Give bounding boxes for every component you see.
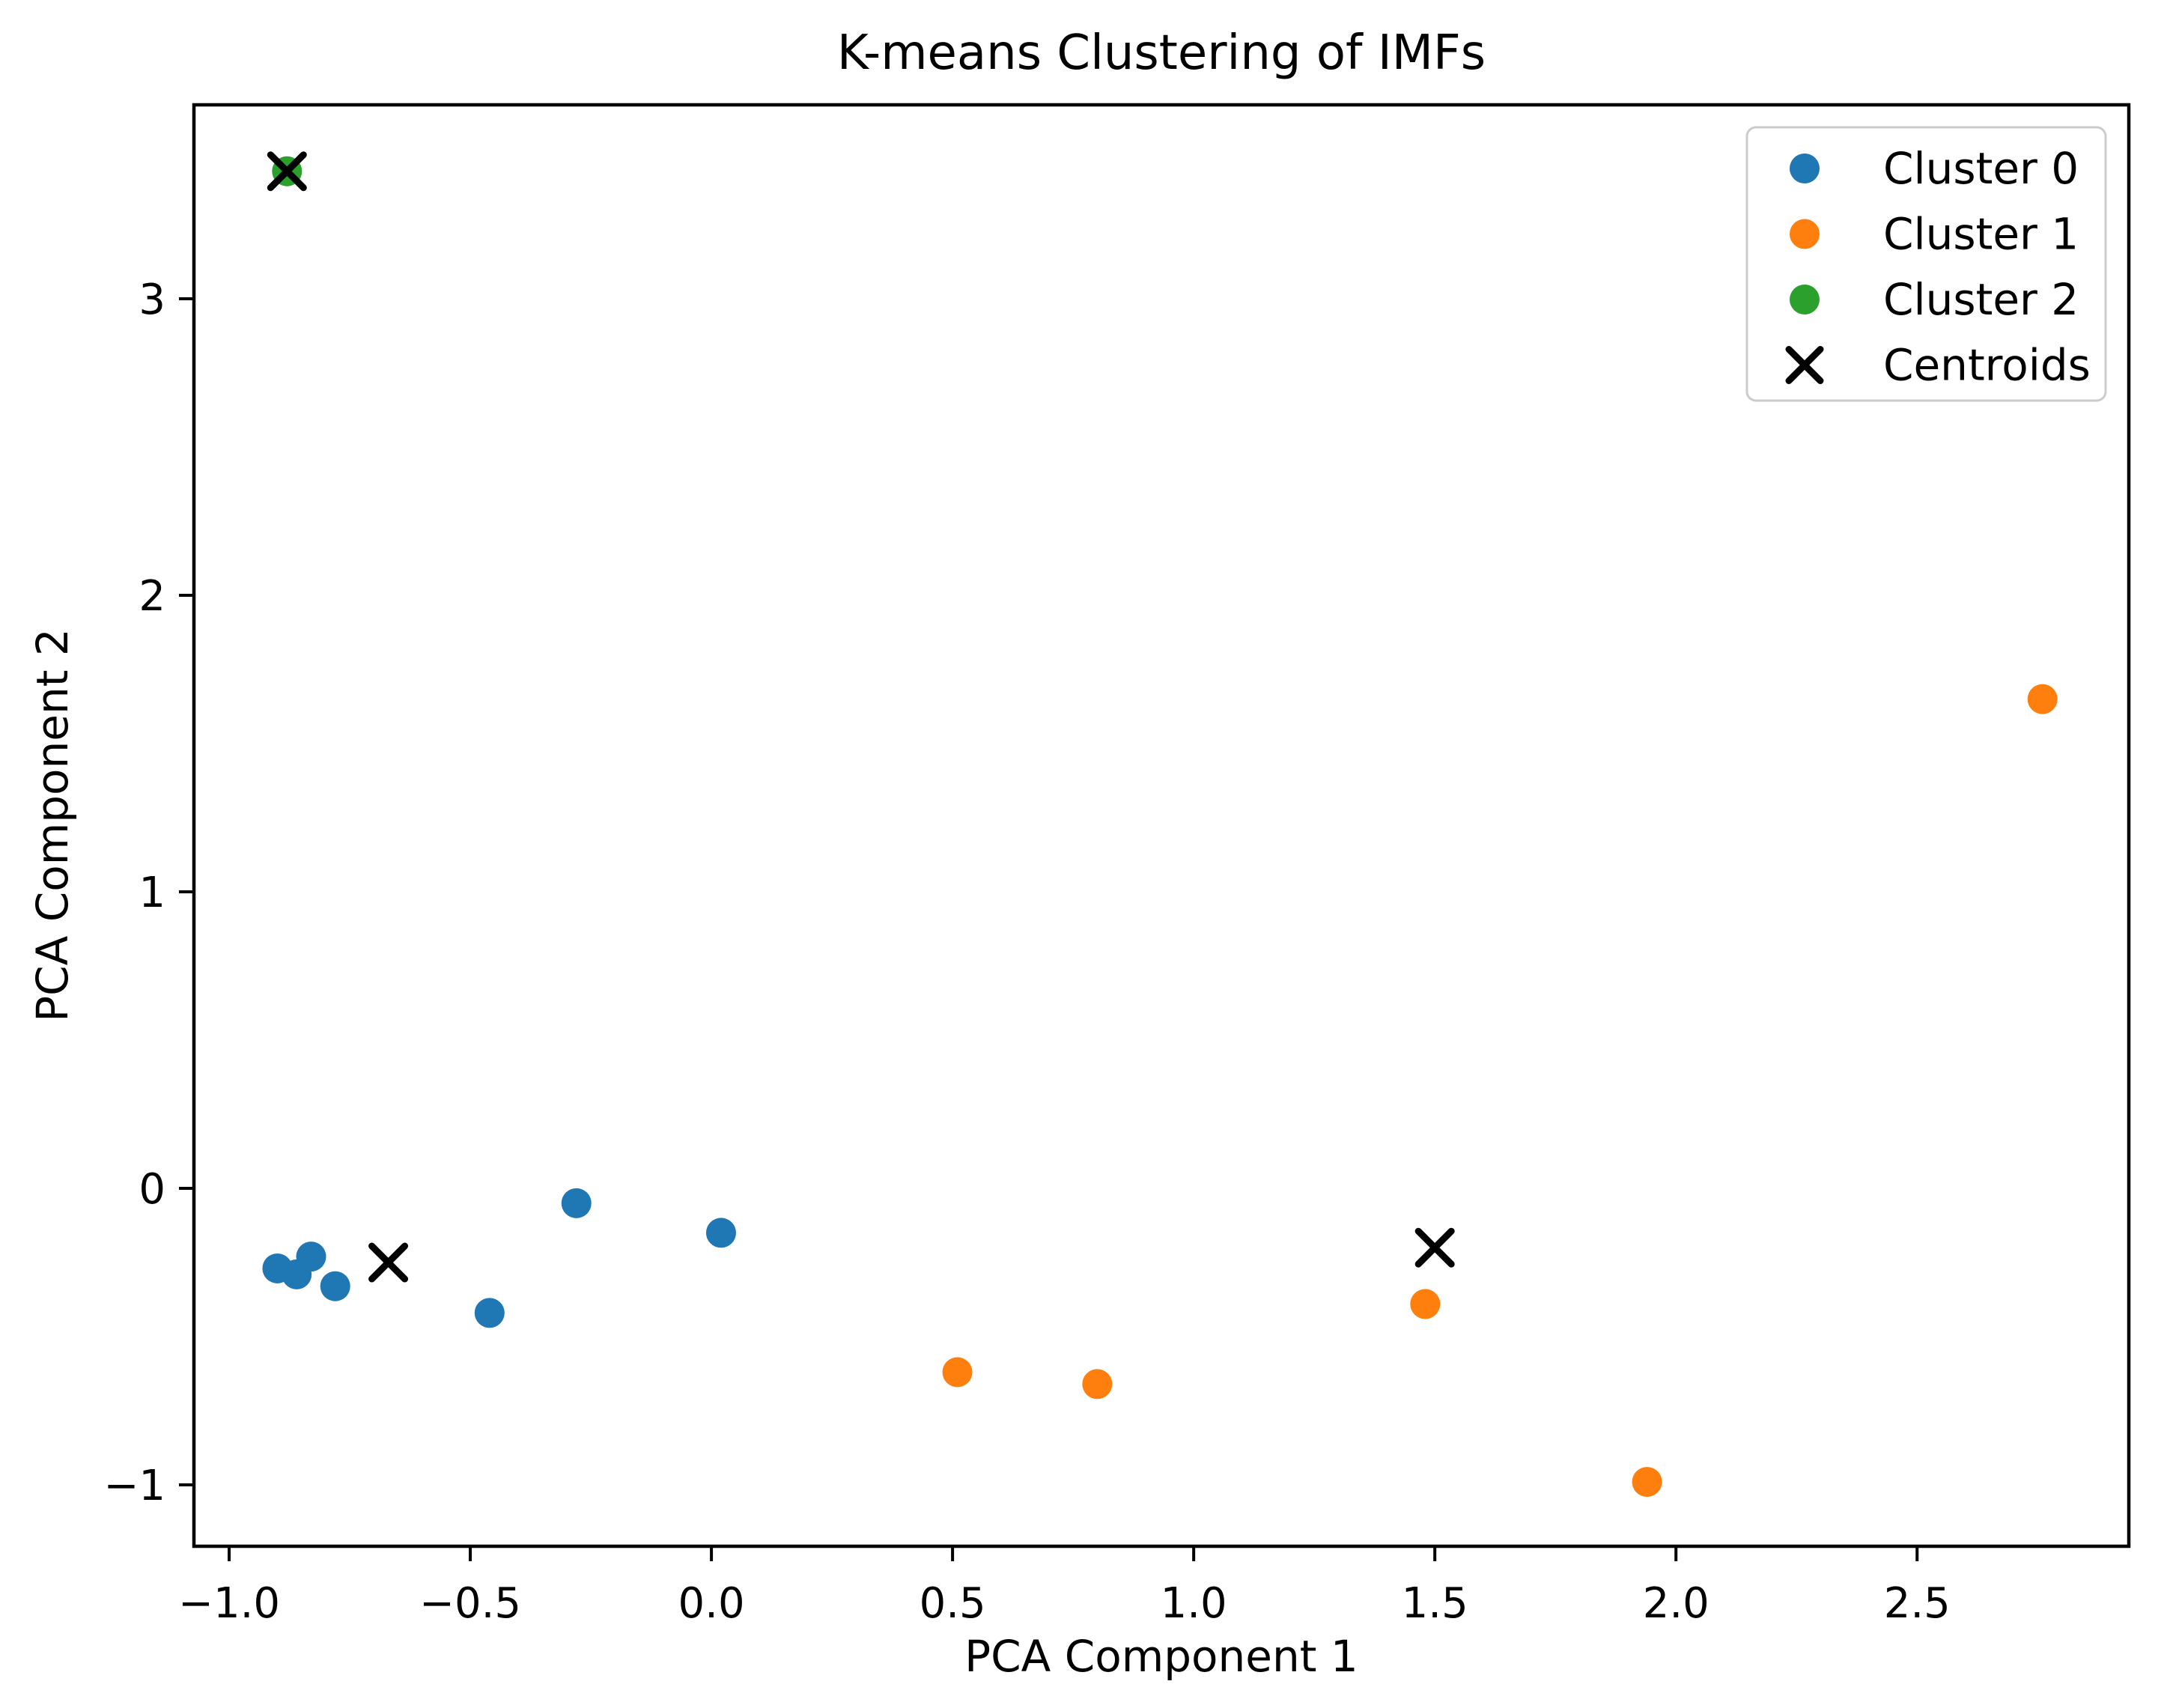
legend-label-cluster-2: Cluster 2 bbox=[1883, 274, 2079, 325]
legend-label-cluster-0: Cluster 0 bbox=[1883, 143, 2079, 194]
legend-label-cluster-1: Cluster 1 bbox=[1883, 209, 2079, 260]
chart-title: K-means Clustering of IMFs bbox=[836, 25, 1486, 81]
centroid-marker bbox=[1414, 1227, 1455, 1268]
cluster-0-point bbox=[320, 1271, 350, 1301]
y-tick-label: −1 bbox=[103, 1462, 165, 1510]
cluster-0-point bbox=[296, 1242, 326, 1272]
x-tick-label: −1.0 bbox=[178, 1579, 280, 1628]
y-axis-label: PCA Component 2 bbox=[27, 628, 78, 1022]
cluster-0-point bbox=[561, 1188, 592, 1218]
cluster-1-point bbox=[2027, 684, 2058, 714]
y-tick-label: 1 bbox=[139, 869, 165, 917]
x-tick-label: 2.0 bbox=[1643, 1579, 1709, 1628]
cluster-1-point bbox=[942, 1357, 973, 1388]
legend-swatch-cluster-1 bbox=[1790, 219, 1820, 249]
plot-border bbox=[192, 103, 2131, 1549]
x-tick-label: 0.5 bbox=[920, 1579, 986, 1628]
legend: Cluster 0 Cluster 1 Cluster 2 Centroids bbox=[1745, 126, 2107, 402]
y-tick-label: 0 bbox=[139, 1165, 165, 1214]
x-tick-label: 2.5 bbox=[1884, 1579, 1951, 1628]
x-tick-label: −0.5 bbox=[419, 1579, 521, 1628]
x-tick-label: 1.5 bbox=[1402, 1579, 1468, 1628]
centroid-marker bbox=[368, 1242, 409, 1283]
y-tick-label: 3 bbox=[139, 276, 165, 324]
centroid-marker bbox=[267, 151, 307, 192]
legend-swatch-cluster-0 bbox=[1790, 154, 1820, 183]
legend-label-centroids: Centroids bbox=[1883, 340, 2091, 391]
y-tick-label: 2 bbox=[139, 572, 165, 621]
legend-box bbox=[1745, 126, 2107, 402]
x-tick-label: 1.0 bbox=[1161, 1579, 1227, 1628]
cluster-1-point bbox=[1632, 1467, 1662, 1498]
cluster-0-point bbox=[705, 1218, 736, 1248]
cluster-1-point bbox=[1410, 1289, 1441, 1319]
legend-swatch-cluster-2 bbox=[1790, 285, 1820, 314]
legend-swatch-centroids bbox=[1785, 346, 1824, 384]
cluster-0-point bbox=[474, 1298, 505, 1328]
x-tick-label: 0.0 bbox=[678, 1579, 745, 1628]
cluster-1-point bbox=[1082, 1369, 1113, 1399]
x-axis-label: PCA Component 1 bbox=[964, 1631, 1358, 1682]
